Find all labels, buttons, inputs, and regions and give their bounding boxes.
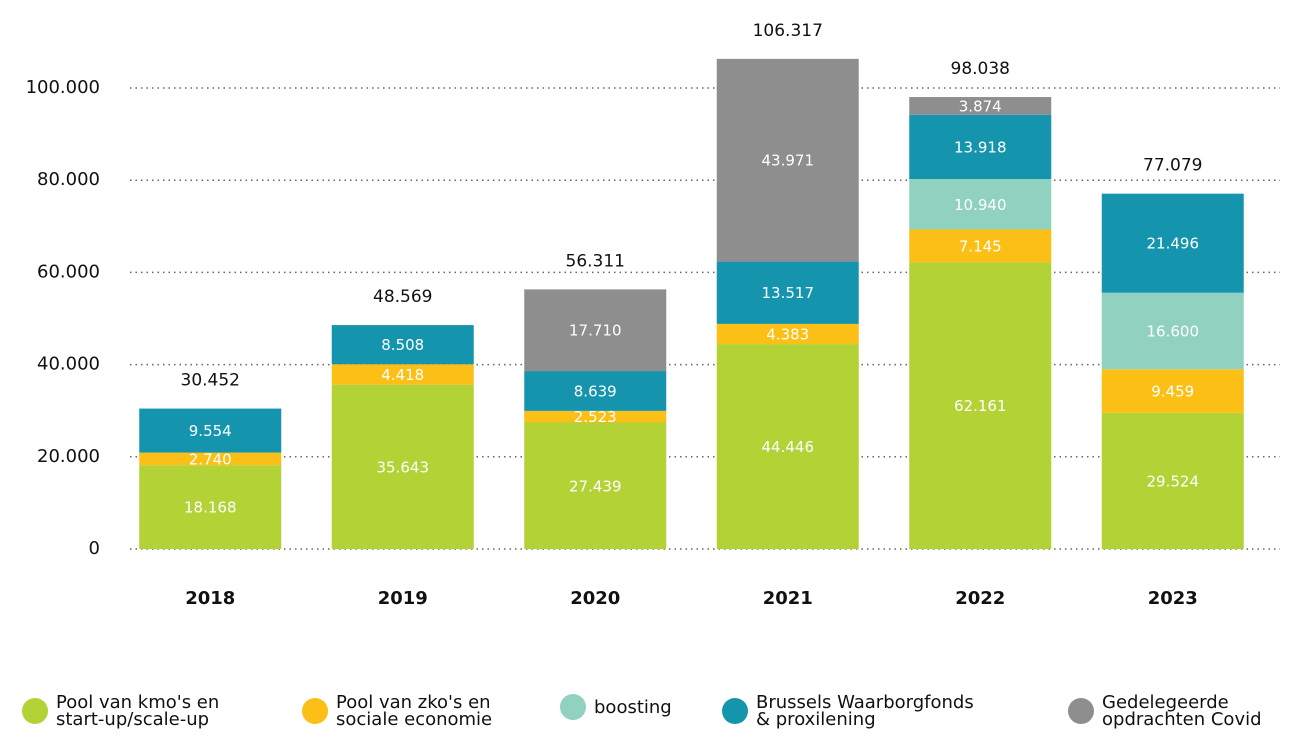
x-tick-label: 2019 (378, 588, 428, 609)
segment-label: 44.446 (762, 438, 815, 456)
segment-label: 8.508 (381, 336, 424, 354)
y-tick-label: 60.000 (37, 261, 100, 282)
bar-segment (139, 465, 282, 549)
bar-segment (1101, 412, 1244, 549)
x-tick-label: 2020 (570, 588, 620, 609)
segment-label: 7.145 (959, 237, 1002, 255)
bar-segment (909, 114, 1052, 180)
bar-segment (909, 179, 1052, 230)
segment-label: 2.740 (189, 450, 232, 468)
total-label: 56.311 (566, 251, 625, 271)
legend-label: Pool van zko's en sociale economie (336, 692, 493, 730)
segment-label: 13.517 (762, 284, 815, 302)
bar-segment (1101, 292, 1244, 370)
segment-label: 8.639 (574, 382, 617, 400)
segment-label: 18.168 (184, 499, 237, 517)
segment-label: 16.600 (1147, 323, 1200, 341)
total-label: 30.452 (181, 371, 240, 391)
segment-label: 2.523 (574, 408, 617, 426)
legend-marker (302, 698, 328, 724)
x-tick-label: 2023 (1148, 588, 1198, 609)
segment-label: 3.874 (959, 97, 1002, 115)
total-label: 77.079 (1143, 156, 1202, 176)
legend-label: Brussels Waarborgfonds & proxilening (756, 692, 974, 730)
segment-label: 9.554 (189, 422, 232, 440)
y-tick-label: 20.000 (37, 446, 100, 467)
y-tick-label: 80.000 (37, 169, 100, 190)
legend-item: Gedelegeerde opdrachten Covid (1068, 692, 1262, 730)
legend-label: Pool van kmo's en start-up/scale-up (56, 692, 220, 730)
bar-segment (716, 58, 859, 262)
bar-segment (524, 422, 667, 549)
legend: Pool van kmo's en start-up/scale-up Pool … (0, 694, 1290, 740)
segment-label: 13.918 (954, 138, 1007, 156)
bar-segment (331, 325, 474, 365)
total-label: 48.569 (373, 287, 432, 307)
segment-label: 62.161 (954, 397, 1007, 415)
bar-segment (139, 408, 282, 453)
bar-segment (331, 364, 474, 385)
legend-item: Brussels Waarborgfonds & proxilening (722, 692, 974, 730)
legend-marker (22, 698, 48, 724)
bar-segment (139, 452, 282, 466)
segment-label: 17.710 (569, 322, 622, 340)
bar-segment (716, 261, 859, 324)
x-tick-label: 2022 (955, 588, 1005, 609)
legend-item: Pool van kmo's en start-up/scale-up (22, 692, 220, 730)
segment-label: 9.459 (1151, 383, 1194, 401)
bar-segment (524, 289, 667, 372)
segment-label: 43.971 (762, 152, 815, 170)
total-label: 106.317 (753, 21, 823, 41)
total-label: 98.038 (951, 59, 1010, 79)
chart: 0 20.000 40.000 60.000 80.000 100.000 2018 18.1… (26, 21, 1280, 609)
segment-label: 29.524 (1147, 472, 1200, 490)
segment-label: 10.940 (954, 196, 1007, 214)
legend-item: boosting (560, 694, 672, 720)
y-tick-label: 40.000 (37, 354, 100, 375)
legend-label: boosting (594, 696, 672, 718)
legend-marker (560, 694, 586, 720)
segment-label: 4.418 (381, 366, 424, 384)
bar-segment (909, 97, 1052, 115)
bar-segment (716, 344, 859, 549)
segment-label: 35.643 (377, 458, 430, 476)
legend-item: Pool van zko's en sociale economie (302, 692, 493, 730)
segment-label: 27.439 (569, 477, 622, 495)
x-tick-label: 2018 (185, 588, 235, 609)
bar-segment (1101, 369, 1244, 413)
bar-segment (716, 323, 859, 345)
bar-segment (909, 229, 1052, 263)
x-tick-label: 2021 (763, 588, 813, 609)
bar-segment (524, 410, 667, 423)
segment-label: 4.383 (766, 326, 809, 344)
bar-segment (524, 371, 667, 411)
legend-marker (1068, 698, 1094, 724)
legend-marker (722, 698, 748, 724)
bar-segment (909, 262, 1052, 549)
y-tick-label: 100.000 (26, 77, 100, 98)
segment-label: 21.496 (1147, 235, 1200, 253)
y-tick-label: 0 (89, 538, 100, 559)
bar-segment (331, 384, 474, 549)
bar-segment (1101, 193, 1244, 293)
legend-label: Gedelegeerde opdrachten Covid (1102, 692, 1262, 730)
